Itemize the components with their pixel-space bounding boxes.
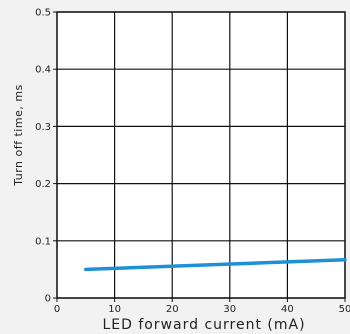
grid (53, 11, 346, 302)
x-tick-label: 30 (223, 304, 236, 315)
y-tick-label: 0.3 (35, 122, 51, 133)
y-tick-label: 0.5 (35, 8, 51, 19)
y-tick-label: 0 (45, 294, 51, 305)
y-tick-label: 0.2 (35, 179, 51, 190)
y-tick-labels: 0 0.1 0.2 0.3 0.4 0.5 (35, 8, 51, 305)
y-tick-label: 0.1 (35, 236, 51, 247)
x-tick-label: 50 (339, 304, 350, 315)
series-line (84, 257, 347, 272)
x-axis-label: LED forward current (mA) (102, 317, 305, 333)
plot-area (57, 12, 345, 298)
plot-frame (56, 11, 346, 299)
x-tick-label: 40 (281, 304, 294, 315)
x-tick-label: 20 (166, 304, 179, 315)
series-layer (84, 257, 347, 272)
x-tick-label: 0 (54, 304, 60, 315)
y-tick-label: 0.4 (35, 65, 51, 76)
x-tick-labels: 0 10 20 30 40 50 (54, 304, 350, 315)
y-axis-label: Turn off time, ms (12, 84, 25, 187)
x-tick-label: 10 (108, 304, 121, 315)
